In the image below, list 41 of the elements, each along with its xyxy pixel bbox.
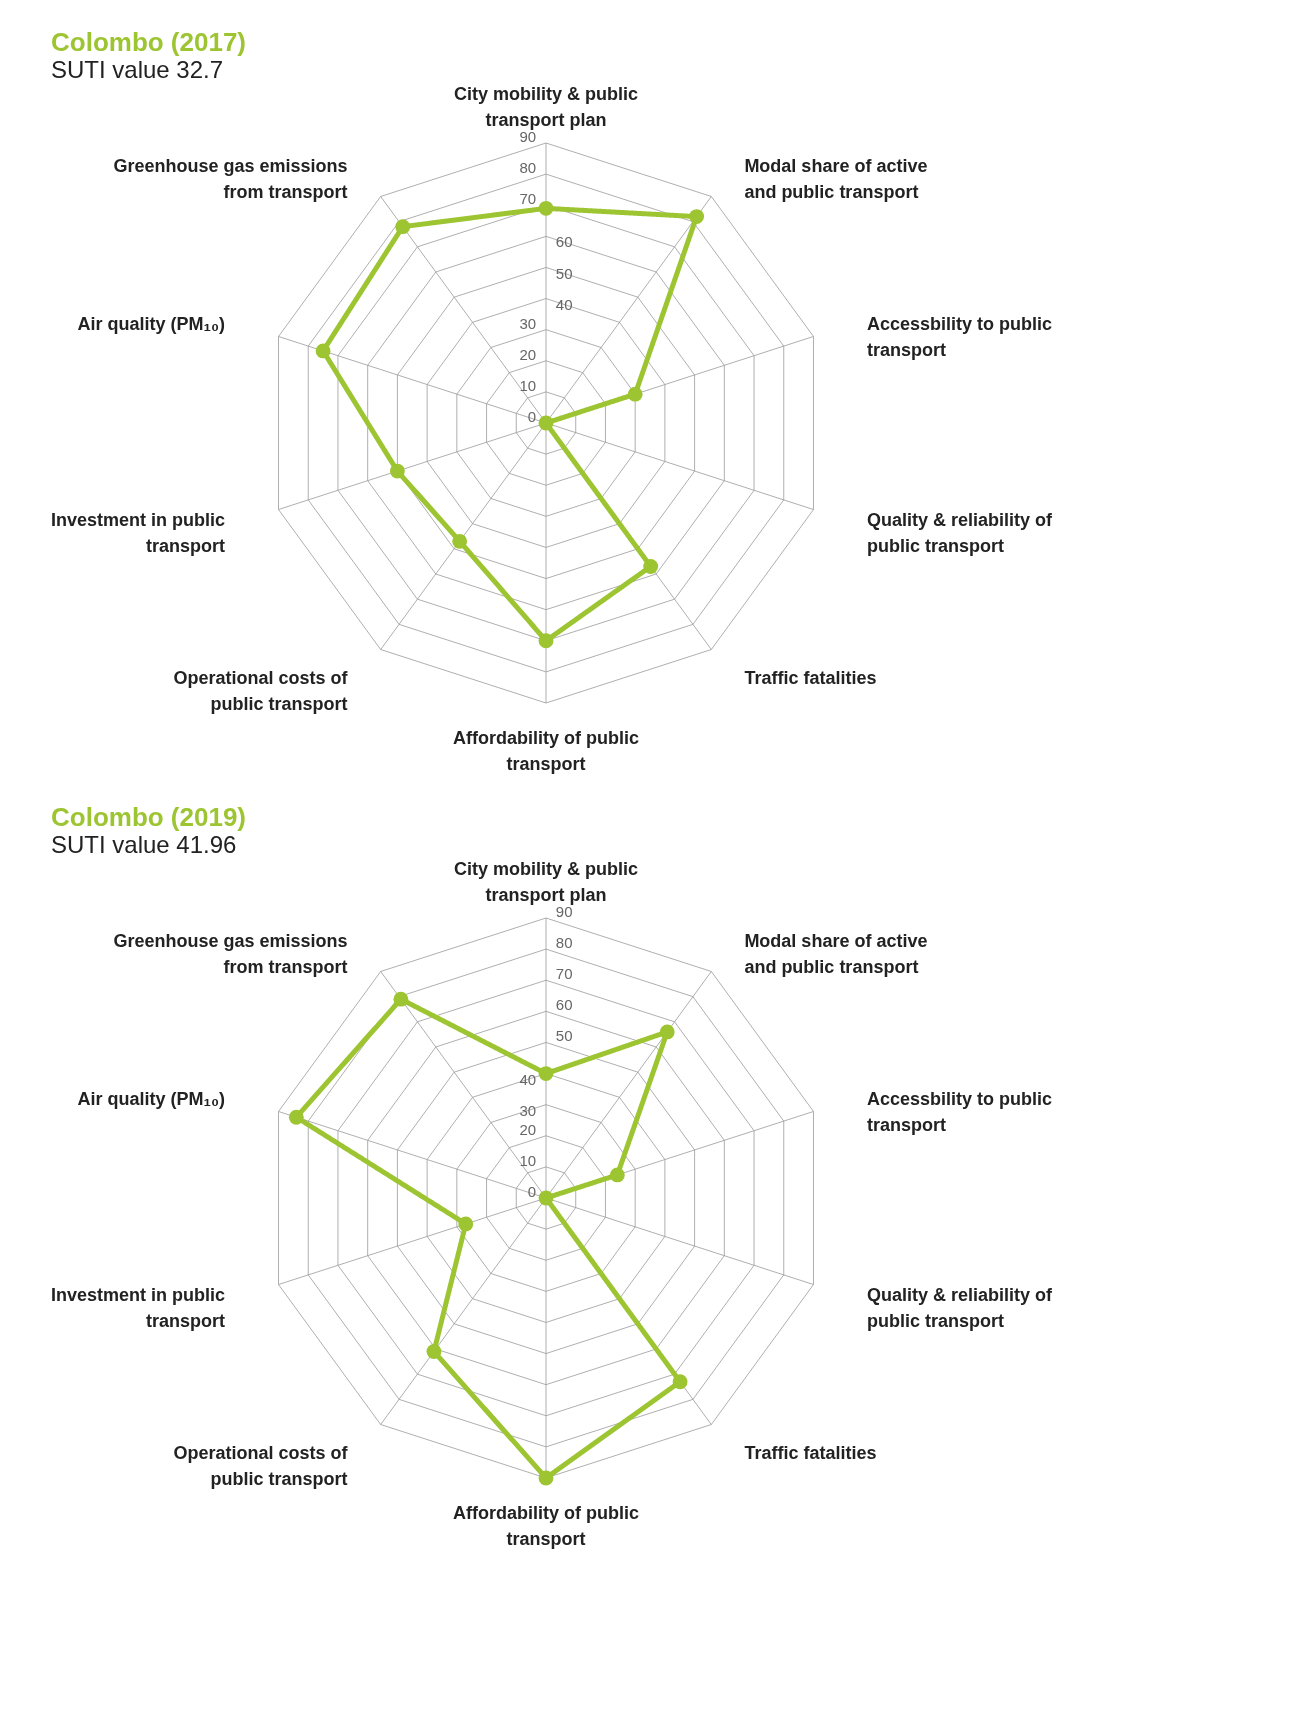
spoke-label: Traffic fatalities xyxy=(744,1442,877,1463)
spoke-label: Affordability of public transport xyxy=(453,1503,639,1550)
spoke-label: Investment in public transport xyxy=(50,509,226,556)
chart-subtitle: SUTI value 41.96 xyxy=(50,831,237,858)
spoke-label: Traffic fatalities xyxy=(744,667,877,688)
spoke-label: Air quality (PM₁₀) xyxy=(77,1089,226,1110)
y-tick-label: 20 xyxy=(519,1120,537,1138)
y-tick-label: 10 xyxy=(519,376,537,394)
spoke-label: Air quality (PM₁₀) xyxy=(77,314,226,335)
spoke-label: Quality & reliability of public transport xyxy=(866,509,1054,556)
y-tick-label: 30 xyxy=(519,314,537,332)
y-tick-label: 10 xyxy=(519,1151,537,1169)
spoke-label: Modal share of active and public transport xyxy=(744,156,928,203)
y-tick-label: 80 xyxy=(519,158,537,176)
spoke-label: Modal share of active and public transport xyxy=(744,931,928,978)
spoke-label: Investment in public transport xyxy=(50,1284,226,1331)
y-tick-label: 0 xyxy=(527,407,537,425)
y-tick-label: 60 xyxy=(555,996,573,1014)
spoke-label: Quality & reliability of public transport xyxy=(866,1284,1054,1331)
spoke-label: Greenhouse gas emissions from transport xyxy=(113,156,348,203)
y-tick-label: 80 xyxy=(555,933,573,951)
y-tick-label: 0 xyxy=(527,1182,537,1200)
y-tick-label: 50 xyxy=(555,1027,573,1045)
spoke-label: Operational costs of public transport xyxy=(173,1442,349,1489)
y-tick-label: 70 xyxy=(519,190,537,208)
chart-subtitle: SUTI value 32.7 xyxy=(50,56,224,83)
y-tick-label: 40 xyxy=(519,1070,537,1088)
spoke-label: Operational costs of public transport xyxy=(173,667,349,714)
y-tick-label: 70 xyxy=(555,965,573,983)
spoke-label: Greenhouse gas emissions from transport xyxy=(113,931,348,978)
spoke-label: Accessbility to public transport xyxy=(866,1089,1053,1136)
y-tick-label: 20 xyxy=(519,345,537,363)
spoke-label: Affordability of public transport xyxy=(453,728,639,775)
spoke-label: Accessbility to public transport xyxy=(866,314,1053,361)
y-tick-label: 50 xyxy=(555,264,573,282)
y-tick-label: 40 xyxy=(555,295,573,313)
y-tick-label: 60 xyxy=(555,233,573,251)
chart-title: Colombo (2019) xyxy=(50,802,247,832)
spoke-label: City mobility & public transport plan xyxy=(453,859,639,906)
chart-title: Colombo (2017) xyxy=(50,27,247,57)
y-tick-label: 30 xyxy=(519,1101,537,1119)
